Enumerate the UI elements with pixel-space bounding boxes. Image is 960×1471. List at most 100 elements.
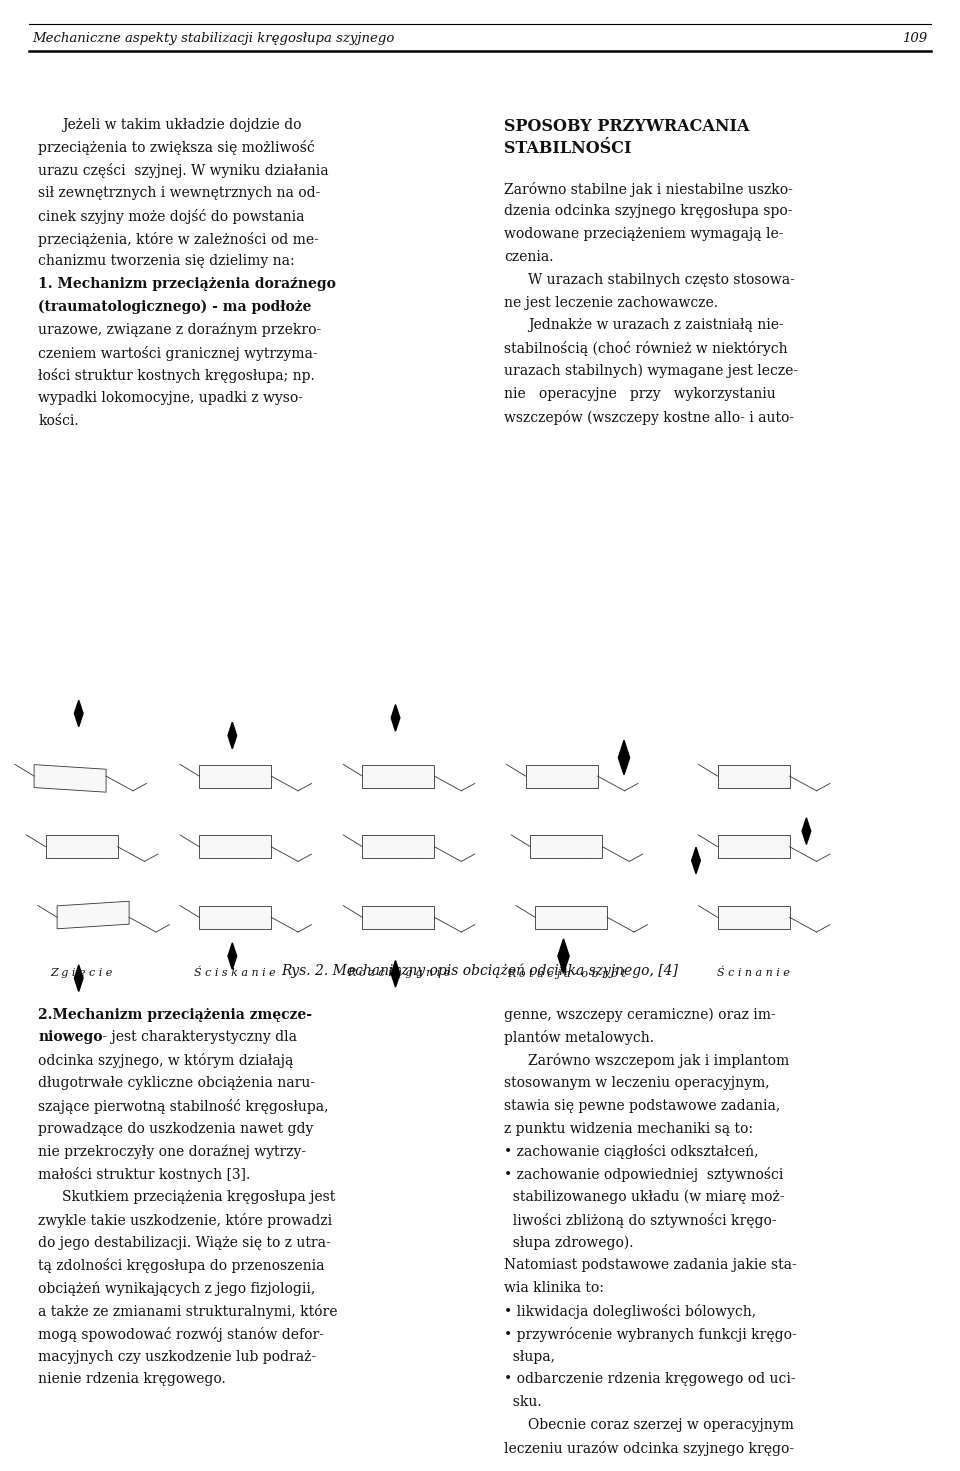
Polygon shape [41, 778, 92, 788]
Text: przeciążenia, które w zależności od me-: przeciążenia, które w zależności od me- [38, 231, 320, 247]
Text: • likwidacja dolegliwości bólowych,: • likwidacja dolegliwości bólowych, [504, 1305, 756, 1319]
Text: 1. Mechanizm przeciążenia doraźnego: 1. Mechanizm przeciążenia doraźnego [38, 277, 336, 291]
Polygon shape [370, 778, 420, 788]
Text: • przywrócenie wybranych funkcji kręgo-: • przywrócenie wybranych funkcji kręgo- [504, 1327, 797, 1342]
Text: Obecnie coraz szerzej w operacyjnym: Obecnie coraz szerzej w operacyjnym [528, 1418, 794, 1433]
Text: leczeniu urazów odcinka szyjnego kręgo-: leczeniu urazów odcinka szyjnego kręgo- [504, 1442, 794, 1456]
Text: urazach stabilnych) wymagane jest lecze-: urazach stabilnych) wymagane jest lecze- [504, 363, 798, 378]
Text: stabilizowanego układu (w miarę moż-: stabilizowanego układu (w miarę moż- [504, 1190, 784, 1205]
Polygon shape [362, 765, 434, 787]
Text: sku.: sku. [504, 1396, 541, 1409]
Polygon shape [200, 836, 271, 858]
Text: chanizmu tworzenia się dzielimy na:: chanizmu tworzenia się dzielimy na: [38, 254, 295, 269]
Text: sił zewnętrznych i wewnętrznych na od-: sił zewnętrznych i wewnętrznych na od- [38, 185, 321, 200]
Text: prowadzące do uszkodzenia nawet gdy: prowadzące do uszkodzenia nawet gdy [38, 1122, 314, 1136]
Polygon shape [370, 849, 420, 859]
Text: mogą spowodować rozwój stanów defor-: mogą spowodować rozwój stanów defor- [38, 1327, 324, 1342]
Polygon shape [200, 906, 271, 928]
Polygon shape [75, 700, 84, 727]
Polygon shape [362, 836, 434, 858]
Text: czenia.: czenia. [504, 250, 554, 263]
Text: Zarówno stabilne jak i niestabilne uszko-: Zarówno stabilne jak i niestabilne uszko… [504, 181, 793, 197]
Polygon shape [533, 778, 583, 788]
Polygon shape [718, 836, 789, 858]
Text: W urazach stabilnych często stosowa-: W urazach stabilnych często stosowa- [528, 272, 795, 287]
Polygon shape [725, 849, 776, 859]
Text: • odbarczenie rdzenia kręgowego od uci-: • odbarczenie rdzenia kręgowego od uci- [504, 1372, 796, 1387]
Text: R o t a c j a - o b r ó t: R o t a c j a - o b r ó t [507, 968, 626, 978]
Text: wia klinika to:: wia klinika to: [504, 1281, 604, 1296]
Polygon shape [46, 836, 117, 858]
Text: (traumatologicznego) - ma podłoże: (traumatologicznego) - ma podłoże [38, 300, 312, 315]
Text: a także ze zmianami strukturalnymi, które: a także ze zmianami strukturalnymi, któr… [38, 1305, 338, 1319]
Text: długotrwałe cykliczne obciążenia naru-: długotrwałe cykliczne obciążenia naru- [38, 1077, 316, 1090]
Polygon shape [718, 765, 789, 787]
Text: stosowanym w leczeniu operacyjnym,: stosowanym w leczeniu operacyjnym, [504, 1077, 770, 1090]
Polygon shape [53, 849, 104, 859]
Text: ne jest leczenie zachowawcze.: ne jest leczenie zachowawcze. [504, 296, 718, 309]
Polygon shape [803, 818, 810, 844]
Text: stabilnością (choć również w niektórych: stabilnością (choć również w niektórych [504, 341, 787, 356]
Text: słupa,: słupa, [504, 1350, 555, 1364]
Text: kości.: kości. [38, 413, 79, 428]
Text: nie przekroczyły one doraźnej wytrzy-: nie przekroczyły one doraźnej wytrzy- [38, 1144, 306, 1159]
Text: wodowane przeciążeniem wymagają le-: wodowane przeciążeniem wymagają le- [504, 227, 783, 241]
Text: nie   operacyjne   przy   wykorzystaniu: nie operacyjne przy wykorzystaniu [504, 387, 776, 400]
Text: Ś c i s k a n i e: Ś c i s k a n i e [194, 968, 276, 978]
Text: Skutkiem przeciążenia kręgosłupa jest: Skutkiem przeciążenia kręgosłupa jest [62, 1190, 336, 1205]
Text: czeniem wartości granicznej wytrzyma-: czeniem wartości granicznej wytrzyma- [38, 346, 318, 360]
Polygon shape [692, 847, 701, 874]
Text: • zachowanie ciągłości odkształceń,: • zachowanie ciągłości odkształceń, [504, 1144, 758, 1159]
Text: urazu części  szyjnej. W wyniku działania: urazu części szyjnej. W wyniku działania [38, 163, 329, 178]
Polygon shape [58, 902, 129, 928]
Text: słupa zdrowego).: słupa zdrowego). [504, 1236, 634, 1250]
Text: stawia się pewne podstawowe zadania,: stawia się pewne podstawowe zadania, [504, 1099, 780, 1114]
Text: nienie rdzenia kręgowego.: nienie rdzenia kręgowego. [38, 1372, 227, 1387]
Text: SPOSOBY PRZYWRACANIA: SPOSOBY PRZYWRACANIA [504, 118, 750, 135]
Text: przeciążenia to zwiększa się możliwość: przeciążenia to zwiększa się możliwość [38, 141, 315, 156]
Text: wszczepów (wszczepy kostne allo- i auto-: wszczepów (wszczepy kostne allo- i auto- [504, 409, 794, 425]
Polygon shape [725, 778, 776, 788]
Text: plantów metalowych.: plantów metalowych. [504, 1030, 654, 1046]
Text: dzenia odcinka szyjnego kręgosłupa spo-: dzenia odcinka szyjnego kręgosłupa spo- [504, 204, 793, 218]
Polygon shape [618, 740, 630, 775]
Polygon shape [536, 906, 607, 928]
Text: tą zdolności kręgosłupa do przenoszenia: tą zdolności kręgosłupa do przenoszenia [38, 1259, 324, 1274]
Polygon shape [530, 836, 603, 858]
Text: cinek szyjny może dojść do powstania: cinek szyjny może dojść do powstania [38, 209, 305, 224]
Text: macyjnych czy uszkodzenie lub podraż-: macyjnych czy uszkodzenie lub podraż- [38, 1350, 317, 1364]
Text: zwykle takie uszkodzenie, które prowadzi: zwykle takie uszkodzenie, które prowadzi [38, 1214, 332, 1228]
Polygon shape [35, 765, 107, 793]
Text: Z g i ę c i e: Z g i ę c i e [51, 968, 112, 978]
Polygon shape [538, 849, 588, 859]
Text: niowego: niowego [38, 1030, 103, 1044]
Text: • zachowanie odpowiedniej  sztywności: • zachowanie odpowiedniej sztywności [504, 1168, 783, 1183]
Text: Zarówno wszczepom jak i implantom: Zarówno wszczepom jak i implantom [528, 1053, 789, 1068]
Text: 2.Mechanizm przeciążenia zmęcze-: 2.Mechanizm przeciążenia zmęcze- [38, 1008, 312, 1022]
Text: liwości zbliżoną do sztywności kręgo-: liwości zbliżoną do sztywności kręgo- [504, 1214, 777, 1228]
Text: Rys. 2. Mechaniczny opis obciążeń odcinka szyjnego, [4]: Rys. 2. Mechaniczny opis obciążeń odcink… [281, 964, 679, 978]
Text: Jeżeli w takim układzie dojdzie do: Jeżeli w takim układzie dojdzie do [62, 118, 301, 132]
Polygon shape [200, 765, 271, 787]
Text: obciążeń wynikających z jego fizjologii,: obciążeń wynikających z jego fizjologii, [38, 1281, 316, 1296]
Polygon shape [718, 906, 789, 928]
Text: Jednakże w urazach z zaistniałą nie-: Jednakże w urazach z zaistniałą nie- [528, 318, 783, 332]
Text: z punktu widzenia mechaniki są to:: z punktu widzenia mechaniki są to: [504, 1122, 753, 1136]
Text: STABILNOŚCI: STABILNOŚCI [504, 141, 632, 157]
Text: łości struktur kostnych kręgosłupa; np.: łości struktur kostnych kręgosłupa; np. [38, 368, 315, 384]
Polygon shape [228, 943, 236, 969]
Text: małości struktur kostnych [3].: małości struktur kostnych [3]. [38, 1168, 251, 1183]
Text: urazowe, związane z doraźnym przekro-: urazowe, związane z doraźnym przekro- [38, 322, 322, 337]
Polygon shape [228, 722, 236, 749]
Text: Natomiast podstawowe zadania jakie sta-: Natomiast podstawowe zadania jakie sta- [504, 1259, 797, 1272]
Text: - jest charakterystyczny dla: - jest charakterystyczny dla [98, 1030, 297, 1044]
Text: Mechaniczne aspekty stabilizacji kręgosłupa szyjnego: Mechaniczne aspekty stabilizacji kręgosł… [33, 32, 395, 46]
Polygon shape [558, 938, 569, 974]
Polygon shape [75, 965, 84, 991]
Polygon shape [362, 906, 434, 928]
Text: R o z c i ą g a n i e: R o z c i ą g a n i e [347, 968, 450, 978]
Polygon shape [392, 961, 399, 987]
Polygon shape [526, 765, 597, 787]
Text: 109: 109 [902, 32, 927, 46]
Text: szające pierwotną stabilność kręgosłupa,: szające pierwotną stabilność kręgosłupa, [38, 1099, 329, 1114]
